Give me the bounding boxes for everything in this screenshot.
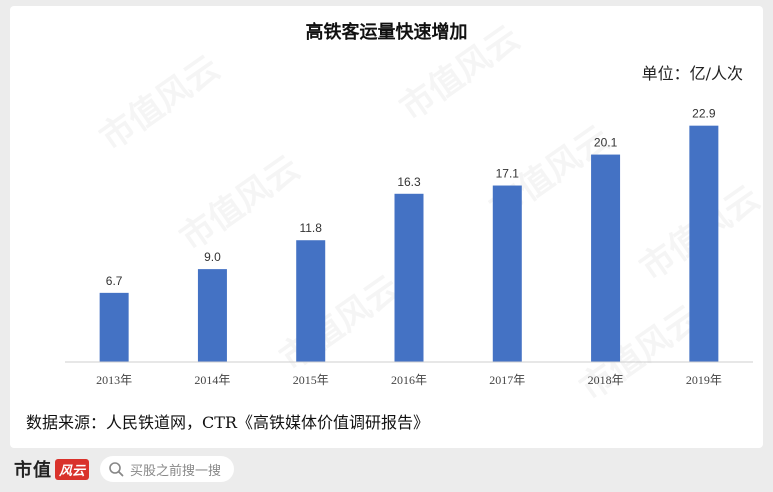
site-logo[interactable]: 市值 风云 — [14, 458, 90, 481]
bar-2017年 — [492, 185, 522, 362]
unit-label: 单位：亿/人次 — [641, 64, 743, 83]
bars-group — [99, 125, 719, 362]
x-tick-labels: 2013年 2014年 2015年 2016年 2017年 2018年 2019年 — [96, 373, 722, 387]
x-tick-label: 2015年 — [293, 373, 329, 387]
bar-2014年 — [197, 269, 227, 362]
search-placeholder: 买股之前搜一搜 — [130, 463, 222, 479]
bar-2013年 — [99, 292, 129, 362]
value-labels: 6.7 9.0 11.8 16.3 17.1 20.1 22.9 — [106, 107, 716, 288]
source-note: 数据来源：人民铁道网，CTR《高铁媒体价值调研报告》 — [26, 413, 429, 432]
footer-bar: 市值 风云 买股之前搜一搜 — [0, 448, 773, 492]
value-label: 11.8 — [299, 221, 322, 235]
bar-2016年 — [394, 193, 424, 362]
bar-2015年 — [296, 240, 326, 362]
x-tick-label: 2019年 — [686, 373, 722, 387]
search-box[interactable]: 买股之前搜一搜 — [100, 456, 234, 482]
bar-2018年 — [591, 154, 621, 362]
x-tick-label: 2017年 — [489, 373, 525, 387]
x-tick-label: 2016年 — [391, 373, 427, 387]
x-tick-label: 2014年 — [194, 373, 230, 387]
value-label: 16.3 — [397, 175, 421, 189]
value-label: 6.7 — [106, 274, 123, 288]
search-icon — [109, 462, 124, 477]
x-tick-label: 2018年 — [588, 373, 624, 387]
bar-2019年 — [689, 125, 719, 362]
value-label: 9.0 — [204, 250, 221, 264]
x-tick-label: 2013年 — [96, 373, 132, 387]
bar-chart: 2013年 2014年 2015年 2016年 2017年 2018年 2019年 6.7 9… — [65, 107, 753, 387]
logo-badge: 风云 — [55, 458, 90, 480]
logo-text: 市值 — [14, 460, 52, 481]
value-label: 22.9 — [692, 107, 716, 121]
value-label: 17.1 — [496, 167, 520, 181]
chart-card: 市值风云 市值风云 市值风云 市值风云 市值风云 市值风云 市值风云 高铁客运量… — [10, 6, 767, 448]
chart-title: 高铁客运量快速增加 — [305, 22, 468, 43]
value-label: 20.1 — [594, 136, 618, 150]
